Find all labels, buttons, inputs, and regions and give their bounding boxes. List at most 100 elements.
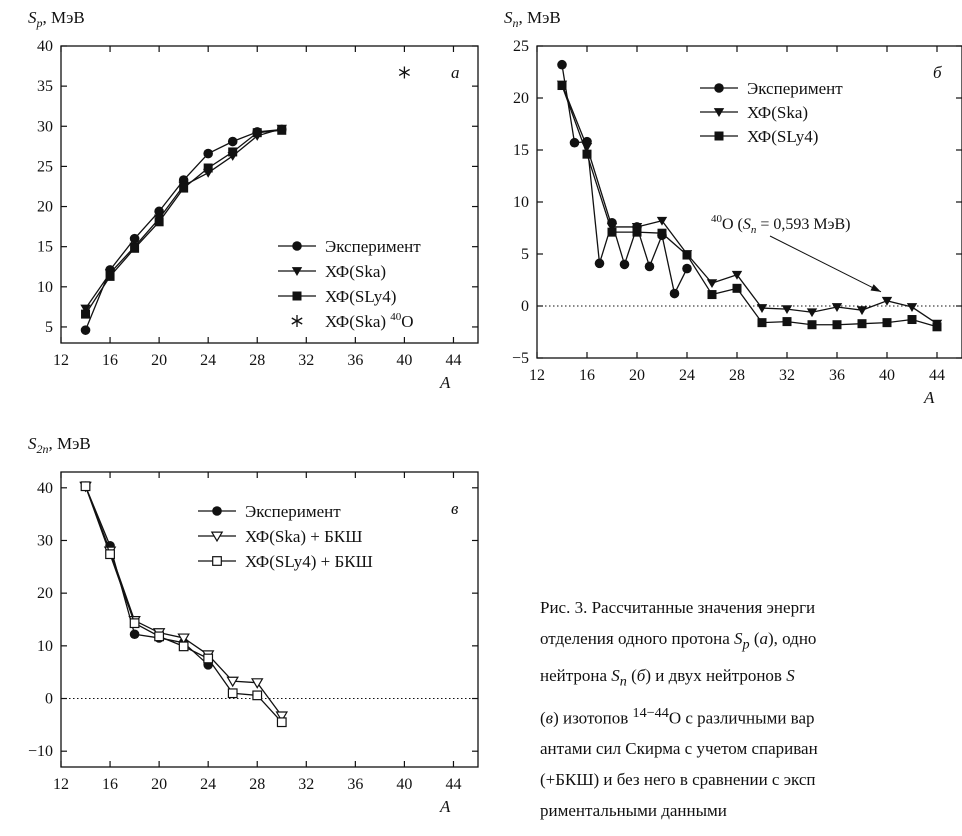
caption-subscript: p bbox=[742, 636, 750, 653]
y-tick-label: 35 bbox=[37, 78, 53, 95]
legend-item: Эксперимент bbox=[700, 79, 843, 98]
x-tick-label: 20 bbox=[629, 367, 645, 384]
caption-panel-ref: а bbox=[759, 629, 769, 648]
y-axis-label: Sp, МэВ bbox=[28, 8, 85, 30]
annotation: 40O (Sn = 0,593 МэВ) bbox=[711, 213, 882, 293]
plot-frame bbox=[60, 45, 479, 344]
chart-panel-sn: 12 16 20 24 28 32 36 40 44 −5 0 5 10 15 20 25 Sn, МэВ Aб Э… bbox=[504, 8, 962, 407]
legend-label: ХФ(Ska) bbox=[747, 103, 808, 122]
caption-text: отделения одного протона bbox=[540, 629, 734, 648]
data-point bbox=[631, 223, 643, 232]
legend-marker bbox=[212, 506, 222, 516]
caption-text: ) и двух нейтронов bbox=[645, 666, 787, 686]
data-point bbox=[907, 315, 917, 325]
legend-marker bbox=[291, 267, 303, 276]
chart-panel-sp: 12 16 20 24 28 32 36 40 44 5 10 15 20 25 30 35 40 Sp, МэВ… bbox=[28, 8, 479, 392]
x-tick-label: 12 bbox=[529, 367, 545, 384]
caption-symbol: S bbox=[786, 666, 795, 686]
chart-panel-s2n: 12 16 20 24 28 32 36 40 44 −10 0 10 20 30 40 S2n, МэВ Aв… bbox=[28, 434, 479, 816]
y-tick-label: 20 bbox=[513, 90, 529, 107]
legend-item: ХФ(Ska) 40O bbox=[291, 311, 414, 331]
data-point bbox=[227, 136, 238, 147]
data-point bbox=[644, 261, 655, 272]
data-point bbox=[203, 148, 213, 159]
series-2 bbox=[81, 125, 287, 319]
caption-symbol: S bbox=[611, 666, 620, 686]
series-line bbox=[84, 486, 283, 723]
data-point bbox=[582, 149, 592, 159]
series-line bbox=[561, 84, 938, 325]
panel-label: б bbox=[933, 63, 942, 82]
data-point bbox=[607, 227, 617, 237]
caption-subscript: n bbox=[619, 673, 627, 690]
data-point bbox=[807, 320, 817, 330]
caption-line-2: отделения одного протона Sp (а), одно bbox=[540, 623, 962, 660]
caption-symbol: S bbox=[734, 629, 743, 648]
data-point bbox=[669, 288, 680, 299]
legend-label: ХФ(Ska) + БКШ bbox=[245, 527, 362, 546]
caption-text: Рис. 3. Рассчитанные значения энерги bbox=[540, 598, 816, 617]
x-tick-label: 20 bbox=[151, 776, 167, 793]
caption-text: (+БКШ) и без него в сравнении с эксп bbox=[540, 770, 816, 790]
data-point bbox=[129, 618, 140, 629]
y-tick-label: 5 bbox=[521, 246, 529, 263]
y-axis-label: Sn, МэВ bbox=[504, 8, 561, 30]
data-point bbox=[706, 279, 718, 289]
x-tick-label: 36 bbox=[347, 776, 363, 793]
caption-text: ( bbox=[540, 708, 546, 728]
caption-line-1: Рис. 3. Рассчитанные значения энерги bbox=[540, 592, 962, 623]
legend-marker bbox=[210, 531, 224, 543]
caption-panel-ref: б bbox=[636, 666, 646, 686]
x-tick-label: 28 bbox=[729, 367, 745, 384]
data-point bbox=[105, 271, 115, 281]
panel-label: в bbox=[451, 499, 459, 518]
series-3 bbox=[398, 66, 410, 79]
data-point bbox=[882, 318, 892, 328]
caption-panel-ref: в bbox=[545, 708, 554, 728]
legend-item: Эксперимент bbox=[198, 502, 341, 521]
x-tick-label: 20 bbox=[151, 352, 167, 369]
data-point bbox=[782, 317, 792, 327]
legend-label: ХФ(SLy4) + БКШ bbox=[245, 552, 373, 571]
data-point bbox=[757, 318, 767, 328]
y-tick-label: 0 bbox=[45, 691, 53, 708]
data-point bbox=[707, 290, 717, 300]
data-point bbox=[250, 678, 264, 689]
legend-item: ХФ(SLy4) + БКШ bbox=[198, 552, 373, 571]
data-point bbox=[129, 233, 140, 244]
legend-label: Эксперимент bbox=[245, 502, 341, 521]
data-point bbox=[656, 216, 668, 226]
data-point bbox=[932, 322, 942, 332]
series-line bbox=[84, 129, 282, 315]
y-tick-label: −10 bbox=[28, 743, 53, 760]
caption-text: ), одно bbox=[768, 629, 817, 648]
caption-text: нейтрона bbox=[540, 666, 612, 686]
data-point bbox=[105, 549, 115, 560]
data-point bbox=[856, 306, 868, 316]
caption-line-6: (+БКШ) и без него в сравнении с эксп bbox=[540, 764, 962, 795]
x-tick-label: 36 bbox=[347, 352, 363, 369]
legend-marker bbox=[212, 556, 222, 566]
x-tick-label: 32 bbox=[298, 352, 314, 369]
data-point bbox=[398, 66, 410, 79]
data-point bbox=[80, 304, 91, 314]
x-axis-label: A bbox=[923, 388, 935, 407]
y-tick-label: 15 bbox=[37, 239, 53, 256]
annotation-text: 40O (Sn = 0,593 МэВ) bbox=[711, 213, 851, 236]
data-point bbox=[657, 228, 667, 238]
legend-marker bbox=[714, 131, 724, 141]
data-point bbox=[682, 250, 692, 260]
data-point bbox=[203, 653, 214, 664]
caption-text: O с различными вар bbox=[668, 708, 815, 728]
data-point bbox=[632, 227, 642, 237]
y-tick-label: −5 bbox=[512, 350, 529, 367]
legend-item: ХФ(Ska) bbox=[278, 262, 386, 281]
figure-caption: Рис. 3. Рассчитанные значения энерги отд… bbox=[540, 592, 962, 826]
caption-line-5: антами сил Скирма с учетом спариван bbox=[540, 733, 962, 764]
y-tick-label: 25 bbox=[37, 158, 53, 175]
data-point bbox=[569, 137, 580, 148]
y-tick-label: 15 bbox=[513, 142, 529, 159]
series-0 bbox=[80, 481, 213, 670]
data-point bbox=[130, 243, 140, 253]
data-point bbox=[154, 206, 164, 217]
